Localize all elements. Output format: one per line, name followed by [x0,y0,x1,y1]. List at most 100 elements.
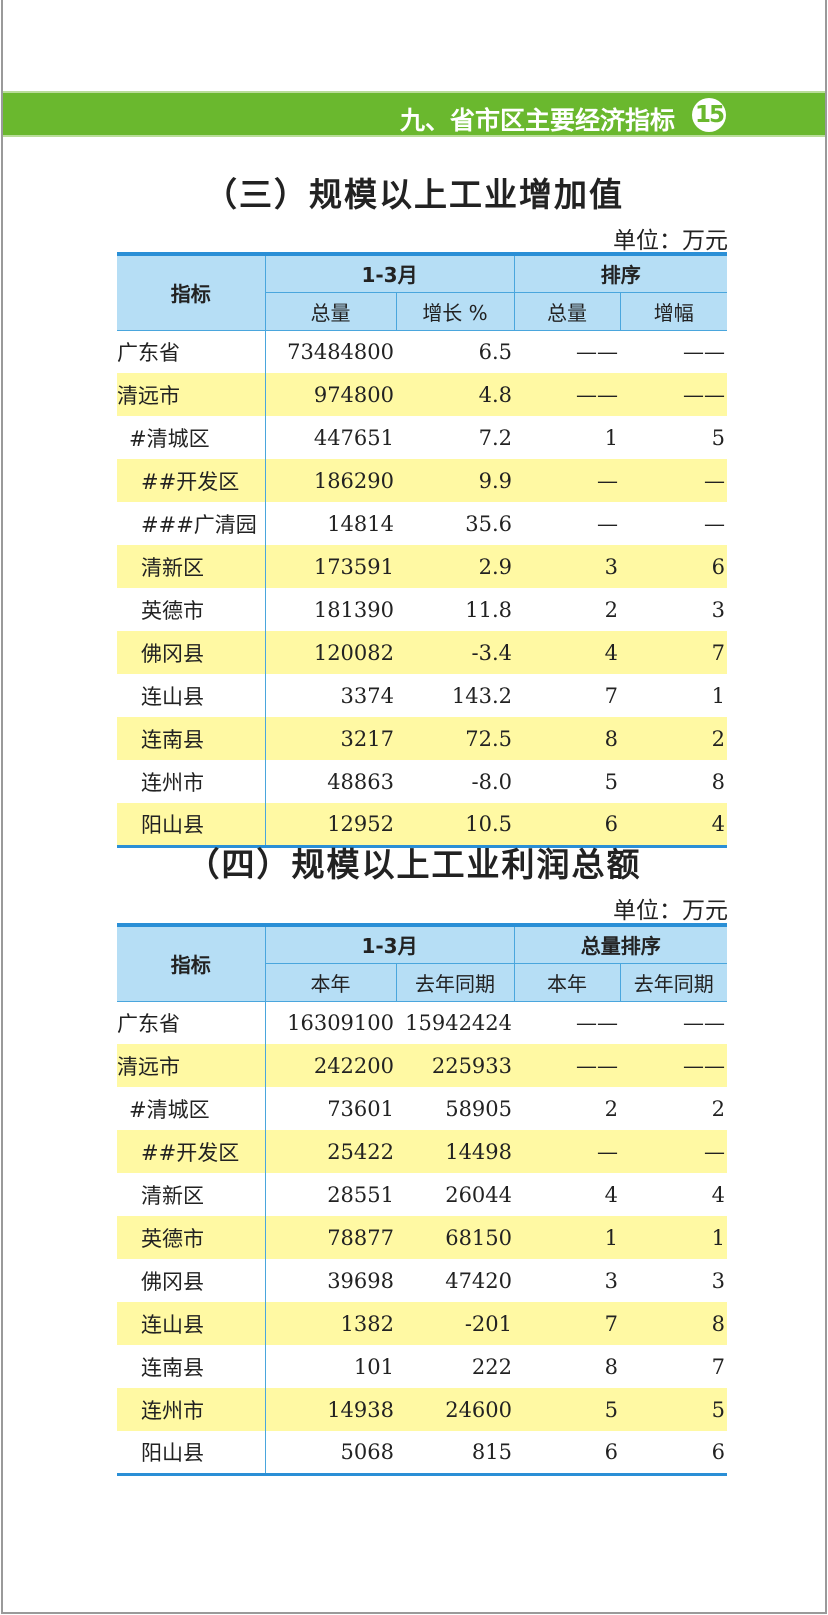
cell-value: —— [620,373,728,416]
table-row: 佛冈县 120082 -3.4 4 7 [117,631,728,674]
cell-value: 2 [711,1096,726,1121]
region-name: 英德市 [117,1216,266,1259]
cell-value: 447651 [313,425,394,450]
cell-value: 5068 [265,1431,396,1476]
cell-value: 3374 [340,683,394,708]
table-row: 连南县 101 222 8 7 [117,1345,727,1388]
region-name: 清远市 [117,373,266,416]
region-name: 连山县 [117,674,266,717]
cell-value: 4 [711,1182,726,1207]
region-name: 连南县 [117,1345,266,1388]
cell-value: 7 [604,683,619,708]
cell-value: 25422 [265,1130,396,1173]
cell-value: 28551 [327,1182,394,1207]
cell-value: 6 [514,1431,621,1476]
cell-value: 8 [604,1354,619,1379]
region-name: 英德市 [117,588,266,631]
header-group-rank: 总量排序 [513,923,728,964]
header-sub: 去年同期 [619,962,728,1002]
region-name: 连州市 [117,1388,266,1431]
cell-value: 73484800 [287,339,394,364]
page-number-badge: 15 [692,98,726,132]
cell-value: 225933 [396,1044,515,1087]
table-row: 广东省 16309100 15942424 —— —— [117,1001,727,1044]
region-name: 阳山县 [117,803,266,848]
cell-value: -201 [396,1302,515,1345]
cell-value: 47420 [445,1268,513,1293]
cell-value: 186290 [265,459,396,502]
cell-value: 11.8 [465,597,513,622]
cell-value: 4 [620,803,728,848]
cell-value: 5 [604,769,619,794]
table-row: 连南县 3217 72.5 8 2 [117,717,728,760]
cell-value: 3 [604,1268,619,1293]
cell-value: 1 [514,1216,621,1259]
cell-value: 7 [514,1302,621,1345]
table-row: 连州市 48863 -8.0 5 8 [117,760,727,803]
table-row: 清远市 974800 4.8 —— —— [117,373,728,416]
cell-value: —— [576,1010,619,1035]
cell-value: 1 [711,683,726,708]
header-sub: 增长 % [395,291,515,331]
cell-value: 6 [514,803,621,848]
header-indicator: 指标 [117,252,266,331]
cell-value: 6 [620,1431,728,1476]
cell-value: —— [683,1010,726,1035]
table-row: 清新区 173591 2.9 3 6 [117,545,728,588]
cell-value: 3 [514,545,621,588]
header-sub: 总量 [513,291,621,331]
cell-value: —— [620,1044,728,1087]
table-title: （三）规模以上工业增加值 [204,175,624,214]
cell-value: 7 [711,1354,726,1379]
cell-value: 242200 [265,1044,396,1087]
cell-value: 7 [620,631,728,674]
industrial-value-added-table: 指标 1-3月 排序 总量 增长 % 总量 增幅 广东省 73484800 6.5 —— —— 清远市 9… [117,252,728,848]
cell-value: 8 [620,1302,728,1345]
region-name: 清远市 [117,1044,266,1087]
cell-value: 14814 [327,511,394,536]
table-row: 英德市 181390 11.8 2 3 [117,588,727,631]
cell-value: 7.2 [478,425,513,450]
cell-value: 1 [620,1216,728,1259]
region-name: ##开发区 [117,1130,266,1173]
table-row: ##开发区 25422 14498— — [117,1130,728,1173]
table-header: 指标 1-3月 总量排序 本年 去年同期 本年 去年同期 [117,923,728,1002]
region-name: ##开发区 [117,459,266,502]
table-header: 指标 1-3月 排序 总量 增长 % 总量 增幅 [117,252,728,331]
region-name: 广东省 [117,330,266,373]
cell-value: — [597,511,619,536]
region-name: 阳山县 [117,1431,266,1476]
cell-value: —— [514,373,621,416]
cell-value: 173591 [265,545,396,588]
table-row: ###广清园 14814 35.6 — — [117,502,727,545]
cell-value: 2 [604,1096,619,1121]
table-row: 广东省 73484800 6.5 —— —— [117,330,727,373]
region-name: 清新区 [117,1173,266,1216]
header-sub: 增幅 [619,291,728,331]
cell-value: 181390 [313,597,394,622]
table-row: 英德市 78877 68150 1 1 [117,1216,728,1259]
cell-value: 73601 [327,1096,394,1121]
unit-label: 单位：万元 [613,228,728,254]
cell-value: 16309100 [287,1010,394,1035]
region-name: ###广清园 [117,502,266,545]
cell-value: 48863 [327,769,394,794]
table-row: 连山县 3374 143.2 7 1 [117,674,727,717]
cell-value: — [620,1130,728,1173]
region-name: 连州市 [117,760,266,803]
table-row: 佛冈县 39698 47420 3 3 [117,1259,727,1302]
cell-value: 8 [711,769,726,794]
unit-label: 单位：万元 [613,898,728,924]
cell-value: 15942424 [405,1010,513,1035]
industrial-profit-table: 指标 1-3月 总量排序 本年 去年同期 本年 去年同期 广东省 16309100 1594242… [117,923,728,1476]
cell-value: 2 [604,597,619,622]
cell-value: 68150 [396,1216,515,1259]
cell-value: 974800 [265,373,396,416]
table-row: #清城区 73601 58905 2 2 [117,1087,727,1130]
header-sub: 本年 [513,962,621,1002]
cell-value: 8 [514,717,621,760]
cell-value: 3 [711,597,726,622]
header-group-rank: 排序 [513,252,728,293]
table-row: 清新区 28551 26044 4 4 [117,1173,727,1216]
cell-value: 14498 [396,1130,515,1173]
